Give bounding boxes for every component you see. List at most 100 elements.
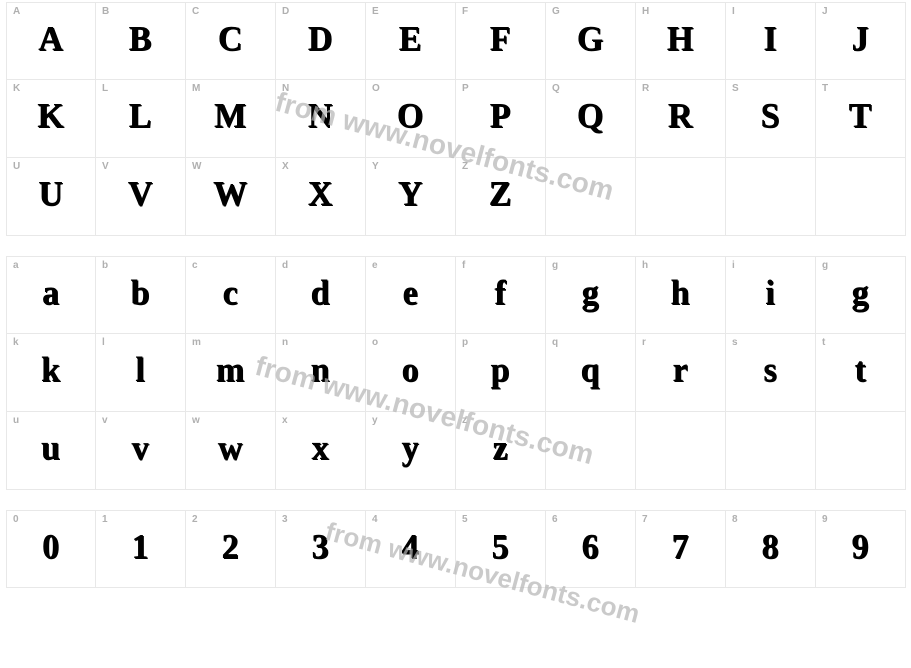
- glyph-cell: FF: [456, 2, 546, 80]
- glyph-cell-label: X: [282, 161, 289, 172]
- glyph: D: [308, 23, 334, 58]
- glyph-cell: 22: [186, 510, 276, 588]
- glyph-cell-label: M: [192, 83, 201, 94]
- glyph-cell: NN: [276, 80, 366, 158]
- glyph-cell-label: 5: [462, 514, 468, 525]
- glyph-cell: 33: [276, 510, 366, 588]
- glyph-cell-empty: [726, 158, 816, 236]
- glyph-cell-label: P: [462, 83, 469, 94]
- glyph-cell-label: d: [282, 260, 288, 271]
- glyph-cell-label: k: [13, 337, 19, 348]
- glyph-cell-label: Z: [462, 161, 468, 172]
- glyph-cell-label: h: [642, 260, 648, 271]
- glyph: a: [42, 277, 60, 312]
- glyph-cell-label: b: [102, 260, 108, 271]
- glyph: x: [312, 432, 330, 467]
- glyph-cell: ZZ: [456, 158, 546, 236]
- glyph: d: [311, 277, 331, 312]
- glyph-cell-label: r: [642, 337, 646, 348]
- glyph-cell: 99: [816, 510, 906, 588]
- glyph: 8: [762, 531, 780, 566]
- glyph: 7: [672, 531, 690, 566]
- glyph-cell-label: Y: [372, 161, 379, 172]
- glyph-cell-empty: [636, 158, 726, 236]
- glyph-cell-label: T: [822, 83, 828, 94]
- glyph-cell-label: J: [822, 6, 828, 17]
- glyph: K: [37, 100, 64, 135]
- glyph: C: [218, 23, 244, 58]
- glyph-cell-label: D: [282, 6, 290, 17]
- glyph: 0: [42, 531, 60, 566]
- glyph: t: [854, 354, 866, 389]
- glyph-cell: aa: [6, 256, 96, 334]
- glyph-cell-label: 0: [13, 514, 19, 525]
- glyph-cell-label: u: [13, 415, 19, 426]
- glyph: 6: [582, 531, 600, 566]
- glyph-cell: KK: [6, 80, 96, 158]
- glyph: z: [492, 432, 508, 467]
- glyph-cell-label: f: [462, 260, 466, 271]
- glyph-cell: WW: [186, 158, 276, 236]
- glyph: S: [761, 100, 781, 135]
- glyph-cell-label: H: [642, 6, 650, 17]
- glyph-cell-label: m: [192, 337, 201, 348]
- glyph-cell-label: y: [372, 415, 378, 426]
- glyph-cell-label: g: [552, 260, 558, 271]
- glyph: p: [491, 354, 511, 389]
- glyph-cell: 66: [546, 510, 636, 588]
- glyph-cell-empty: [816, 158, 906, 236]
- glyph-cell: XX: [276, 158, 366, 236]
- glyph-cell: mm: [186, 334, 276, 412]
- glyph-cell: hh: [636, 256, 726, 334]
- glyph-cell-label: 9: [822, 514, 828, 525]
- glyph-cell-label: 8: [732, 514, 738, 525]
- glyph-cell-label: 1: [102, 514, 108, 525]
- glyph-cell: 88: [726, 510, 816, 588]
- glyph-cell: gg: [546, 256, 636, 334]
- glyph: A: [38, 23, 64, 58]
- glyph-cell: JJ: [816, 2, 906, 80]
- glyph: o: [402, 354, 420, 389]
- glyph: v: [132, 432, 150, 467]
- glyph: Q: [577, 100, 604, 135]
- glyph-cell: MM: [186, 80, 276, 158]
- glyph-cell-label: i: [732, 260, 735, 271]
- glyph-cell-label: N: [282, 83, 290, 94]
- glyph: b: [131, 277, 151, 312]
- glyph-cell: nn: [276, 334, 366, 412]
- glyph-cell: UU: [6, 158, 96, 236]
- glyph-cell: pp: [456, 334, 546, 412]
- glyph-cell-label: t: [822, 337, 826, 348]
- glyph-cell-label: n: [282, 337, 288, 348]
- glyph: 5: [492, 531, 510, 566]
- glyph-cell: OO: [366, 80, 456, 158]
- glyph: 2: [222, 531, 240, 566]
- glyph-cell: 11: [96, 510, 186, 588]
- glyph-cell: rr: [636, 334, 726, 412]
- glyph: T: [849, 100, 873, 135]
- glyph-cell-label: 4: [372, 514, 378, 525]
- glyph: Z: [489, 178, 513, 213]
- glyph-cell: oo: [366, 334, 456, 412]
- glyph-cell: LL: [96, 80, 186, 158]
- glyph-cell-label: G: [552, 6, 560, 17]
- glyph-cell: zz: [456, 412, 546, 490]
- glyph: n: [311, 354, 331, 389]
- glyph: J: [852, 23, 870, 58]
- glyph-cell: PP: [456, 80, 546, 158]
- glyph-cell-label: U: [13, 161, 21, 172]
- glyph-section-uppercase: AABBCCDDEEFFGGHHIIJJKKLLMMNNOOPPQQRRSSTT…: [6, 2, 906, 236]
- glyph-cell: bb: [96, 256, 186, 334]
- glyph: r: [672, 354, 688, 389]
- glyph-cell: tt: [816, 334, 906, 412]
- glyph-cell: ff: [456, 256, 546, 334]
- glyph: i: [765, 277, 775, 312]
- glyph: O: [397, 100, 424, 135]
- glyph: P: [490, 100, 512, 135]
- glyph-cell-empty: [816, 412, 906, 490]
- glyph: h: [671, 277, 691, 312]
- glyph-cell: yy: [366, 412, 456, 490]
- glyph: c: [222, 277, 238, 312]
- glyph-cell: ii: [726, 256, 816, 334]
- glyph-cell: 44: [366, 510, 456, 588]
